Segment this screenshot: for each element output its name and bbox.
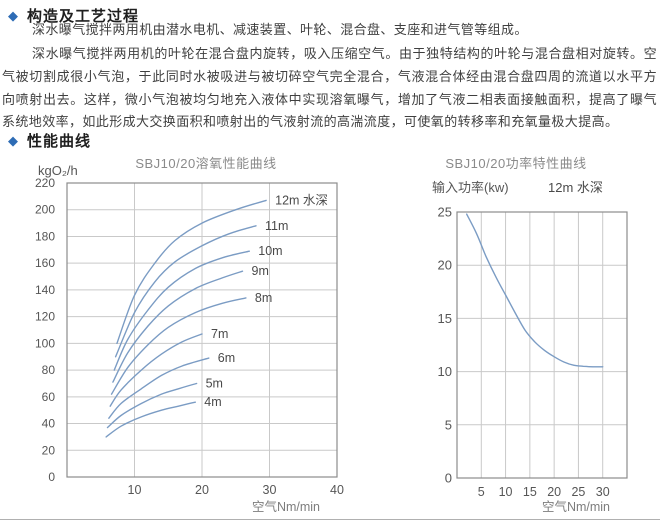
paragraph-composition: 深水曝气搅拌两用机由潜水电机、减速装置、叶轮、混合盘、支座和进气管等组成。 bbox=[32, 22, 528, 37]
y-tick-label: 80 bbox=[42, 363, 56, 377]
curve-label: 10m bbox=[258, 244, 282, 258]
section-heading-curves: ◆ 性能曲线 bbox=[8, 130, 91, 151]
curve-7m bbox=[109, 333, 203, 407]
section-title: 构造及工艺过程 bbox=[27, 8, 140, 25]
curve-6m bbox=[108, 357, 210, 419]
curve-label: 9m bbox=[252, 264, 269, 278]
y-tick-label: 100 bbox=[35, 336, 55, 350]
y-tick-label: 5 bbox=[445, 417, 452, 432]
curve-label: 4m bbox=[204, 395, 221, 409]
y-tick-label: 40 bbox=[42, 417, 56, 431]
chart-title: SBJ10/20功率特性曲线 bbox=[445, 156, 586, 171]
y-tick-label: 120 bbox=[35, 310, 55, 324]
x-tick-label: 10 bbox=[499, 485, 513, 499]
x-axis-label: 空气Nm/min bbox=[252, 499, 320, 514]
y-tick-label: 220 bbox=[35, 176, 55, 190]
curve-12m 水深 bbox=[466, 213, 604, 368]
x-tick-label: 25 bbox=[571, 485, 585, 499]
x-tick-label: 5 bbox=[478, 485, 485, 499]
diamond-bullet-icon: ◆ bbox=[8, 132, 19, 148]
curve-4m bbox=[105, 401, 196, 438]
plot-border bbox=[456, 211, 628, 479]
y-tick-label: 140 bbox=[35, 283, 55, 297]
y-tick-label: 0 bbox=[48, 470, 55, 484]
x-tick-label: 30 bbox=[263, 483, 277, 497]
x-tick-label: 20 bbox=[195, 483, 209, 497]
x-tick-label: 15 bbox=[523, 485, 537, 499]
section-heading-structure: ◆ 构造及工艺过程 bbox=[8, 5, 139, 26]
oxygen-performance-chart: 0 20 40 60 80 100 120 140 160 180 200 220 10 20 30 40 4m… bbox=[35, 156, 344, 514]
plot-border bbox=[66, 182, 338, 478]
curve-12m 水深 bbox=[116, 199, 267, 345]
y-tick-label: 15 bbox=[438, 311, 452, 326]
y-tick-label: 0 bbox=[445, 471, 452, 486]
y-axis-label: 输入功率(kw) bbox=[432, 180, 509, 195]
x-tick-label: 30 bbox=[596, 485, 610, 499]
paragraph-process: 深水曝气搅拌两用机的叶轮在混合盘内旋转，吸入压缩空气。由于独特结构的叶轮与混合盘… bbox=[2, 46, 657, 130]
y-tick-label: 160 bbox=[35, 256, 55, 270]
y-tick-label: 25 bbox=[438, 205, 452, 220]
x-tick-label: 40 bbox=[330, 483, 344, 497]
depth-annotation: 12m 水深 bbox=[548, 180, 603, 195]
y-tick-label: 20 bbox=[438, 258, 452, 273]
curve-8m bbox=[110, 297, 247, 395]
curve-label: 11m bbox=[265, 219, 288, 233]
curve-9m bbox=[112, 270, 244, 383]
curve-label: 8m bbox=[255, 291, 272, 305]
y-tick-label: 180 bbox=[35, 229, 55, 243]
curve-10m bbox=[113, 250, 250, 371]
x-axis-label: 空气Nm/min bbox=[542, 499, 610, 514]
curve-label: 7m bbox=[211, 327, 228, 341]
y-tick-label: 10 bbox=[438, 364, 452, 379]
curve-11m bbox=[114, 225, 257, 358]
power-characteristic-chart: 0 5 10 15 20 25 5 10 15 20 25 30 SBJ10/20功率特性曲线输入功率(… bbox=[432, 156, 628, 514]
diamond-bullet-icon: ◆ bbox=[8, 7, 19, 23]
y-tick-label: 200 bbox=[35, 203, 55, 217]
curve-label: 12m 水深 bbox=[275, 193, 328, 207]
chart-title: SBJ10/20溶氧性能曲线 bbox=[135, 156, 276, 171]
x-tick-label: 20 bbox=[547, 485, 561, 499]
y-tick-label: 20 bbox=[42, 443, 56, 457]
y-axis-label: kgO₂/h bbox=[38, 163, 78, 178]
curve-label: 5m bbox=[206, 376, 223, 390]
y-tick-label: 60 bbox=[42, 390, 56, 404]
curve-label: 6m bbox=[218, 351, 235, 365]
curve-5m bbox=[106, 382, 198, 429]
section-title: 性能曲线 bbox=[27, 133, 92, 150]
x-tick-label: 10 bbox=[128, 483, 142, 497]
